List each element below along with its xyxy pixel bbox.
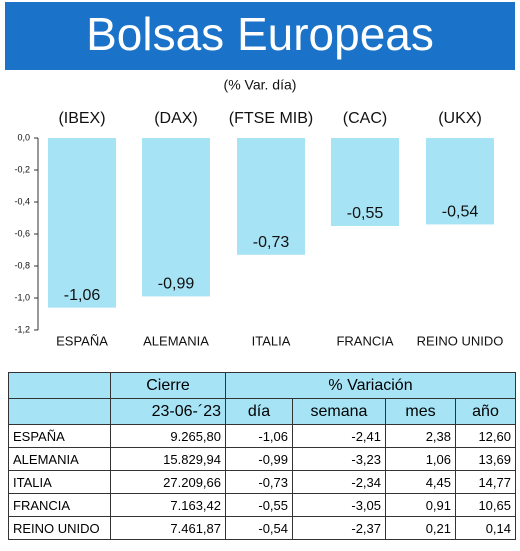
index-label: (CAC) [343,110,387,127]
x-tick-label: REINO UNIDO [417,333,504,348]
value-label: -1,06 [64,287,101,304]
table-cell: -1,06 [225,424,293,448]
value-label: -0,99 [158,276,195,293]
table-cell [8,398,111,425]
y-tick-label: -0,8 [14,260,30,270]
chart-title: Bolsas Europeas [86,8,434,60]
table-cell: -3,05 [292,493,386,517]
x-tick-label: ALEMANIA [143,333,209,348]
table-cell: 27.209,66 [110,470,226,494]
table-row: FRANCIA 7.163,42 -0,55 -3,05 0,91 10,65 [8,493,516,517]
table-cell: -0,54 [225,516,293,540]
y-tick-label: 0,0 [17,132,30,142]
table-cell: 4,45 [385,470,456,494]
y-tick-label: -0,4 [14,196,30,206]
table-cell: 7.461,87 [110,516,226,540]
index-label: (UKX) [438,110,482,127]
bar [48,138,116,308]
value-label: -0,55 [347,205,384,222]
table-cell: ESPAÑA [8,424,111,448]
table-cell: ALEMANIA [8,447,111,471]
index-label: (FTSE MIB) [229,110,313,127]
y-tick-label: -1,2 [14,324,30,334]
value-label: -0,73 [253,234,290,251]
data-table: Cierre% Variación 23-06-´23 día semana mes añ… [8,372,516,540]
y-tick-label: -0,6 [14,228,30,238]
table-row: 23-06-´23 día semana mes año [8,398,516,425]
table-cell: -0,73 [225,470,293,494]
table-cell: 9.265,80 [110,424,226,448]
table-cell: 7.163,42 [110,493,226,517]
table-cell: -2,34 [292,470,386,494]
table-cell: año [455,398,516,425]
value-label: -0,54 [442,204,479,221]
table-cell: 0,21 [385,516,456,540]
x-tick-label: ESPAÑA [56,333,108,348]
table-cell: 1,06 [385,447,456,471]
table-cell: -0,99 [225,447,293,471]
table-cell: % Variación [225,372,516,399]
table-cell: -2,37 [292,516,386,540]
table-cell [8,372,111,399]
table-cell: REINO UNIDO [8,516,111,540]
table-cell: 0,14 [455,516,516,540]
table-cell: ITALIA [8,470,111,494]
y-tick-label: -0,2 [14,164,30,174]
table-cell: 15.829,94 [110,447,226,471]
x-tick-label: ITALIA [252,333,291,348]
table-cell: -0,55 [225,493,293,517]
table-cell: 23-06-´23 [110,398,226,425]
table-cell: 12,60 [455,424,516,448]
table-cell: Cierre [110,372,226,399]
table-cell: día [225,398,293,425]
table-row: ESPAÑA 9.265,80 -1,06 -2,41 2,38 12,60 [8,424,516,448]
bar [426,138,494,225]
table-cell: 0,91 [385,493,456,517]
index-label: (DAX) [154,110,198,127]
table-row: ALEMANIA 15.829,94 -0,99 -3,23 1,06 13,69 [8,447,516,471]
table-cell: 10,65 [455,493,516,517]
table-cell: 14,77 [455,470,516,494]
bar [142,138,210,297]
table-cell: 13,69 [455,447,516,471]
table-cell: semana [292,398,386,425]
bar [237,138,305,255]
table-row: Cierre% Variación [8,372,516,399]
y-tick-label: -1,0 [14,292,30,302]
table-cell: FRANCIA [8,493,111,517]
index-label: (IBEX) [58,110,105,127]
bar [331,138,399,226]
x-tick-label: FRANCIA [336,333,393,348]
table-cell: mes [385,398,456,425]
table-cell: -3,23 [292,447,386,471]
chart-subtitle: (% Var. día) [224,77,297,93]
title-band [5,2,515,70]
table-row: ITALIA 27.209,66 -0,73 -2,34 4,45 14,77 [8,470,516,494]
table-row: REINO UNIDO 7.461,87 -0,54 -2,37 0,21 0,14 [8,516,516,540]
chart: Bolsas Europeas (% Var. día) 0,0 -0,2 -0,4… [5,2,515,348]
table-cell: -2,41 [292,424,386,448]
table-cell: 2,38 [385,424,456,448]
